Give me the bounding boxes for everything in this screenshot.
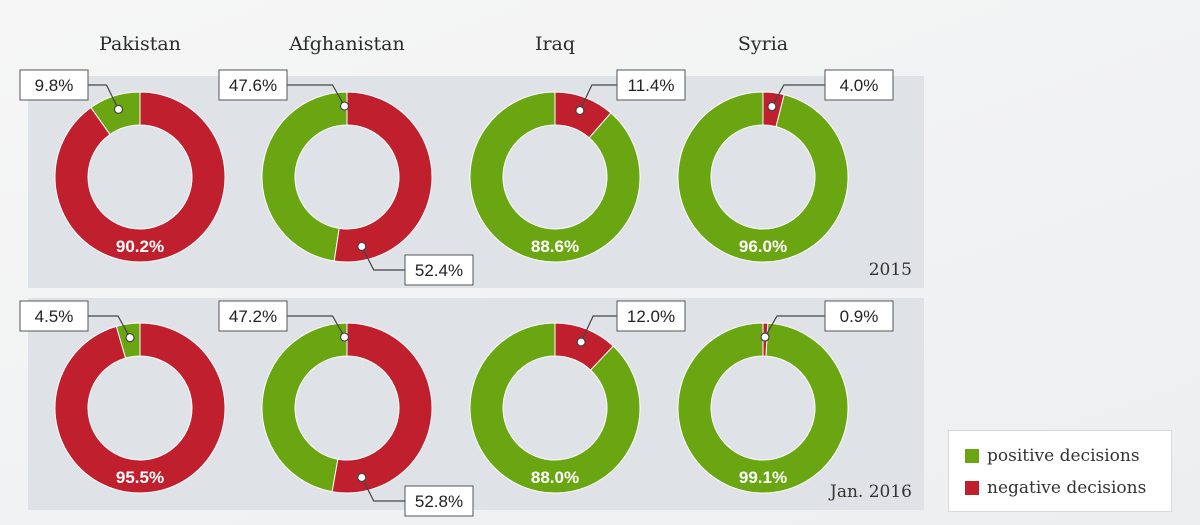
country-title-iraq: Iraq [534, 33, 576, 55]
callout-leader-negative [361, 477, 405, 502]
callout-box-positive [19, 69, 89, 101]
donut-slice-positive [469, 91, 641, 263]
callout-leader-negative [771, 84, 825, 107]
donut-slice-positive [261, 322, 348, 493]
legend: positive decisions negative decisions [948, 430, 1172, 512]
callout-dot-negative [357, 241, 367, 252]
legend-swatch-positive [965, 449, 979, 463]
callout-leader-positive [88, 84, 120, 110]
donut-slice-positive [677, 322, 849, 494]
callout-dot-negative [767, 101, 777, 112]
donut-slice-negative [554, 91, 612, 139]
callout-leader-negative [580, 315, 617, 343]
data-label-inside: 95.5% [116, 468, 164, 487]
donut-afghanistan-2015: 47.6% 52.4% [218, 69, 474, 286]
data-label-inside: 96.0% [739, 237, 787, 256]
data-label-callout-negative: 11.4% [628, 76, 675, 95]
callout-dot-positive [339, 332, 350, 342]
callout-box-negative [824, 300, 894, 332]
data-label-callout-negative: 4.0% [840, 76, 879, 95]
country-title-afghanistan: Afghanistan [289, 33, 405, 55]
country-title-syria: Syria [737, 33, 789, 55]
donut-afghanistan-jan-2016: 47.2% 52.8% [218, 300, 474, 517]
donut-slice-negative [554, 322, 614, 371]
callout-box-negative [616, 69, 686, 101]
donut-slice-positive [469, 322, 641, 494]
data-label-callout-positive: 47.2% [229, 307, 277, 326]
data-label-callout-positive: 9.8% [35, 76, 74, 95]
donut-slice-negative [54, 91, 226, 263]
callout-dot-positive [125, 333, 135, 343]
data-label-callout-negative: 52.4% [415, 261, 463, 280]
donut-slice-positive [261, 91, 348, 262]
callout-dot-negative [760, 332, 770, 342]
donut-syria-2015: 96.0% 4.0% [677, 69, 894, 263]
callout-dot-negative [575, 105, 585, 116]
callout-leader-negative [361, 246, 405, 271]
data-label-inside: 90.2% [116, 237, 164, 256]
callout-leader-positive [287, 84, 346, 107]
donut-pakistan-jan-2016: 95.5% 4.5% [19, 300, 226, 494]
data-label-callout-negative: 52.8% [415, 492, 463, 511]
data-label-callout-positive: 4.5% [35, 307, 74, 326]
callout-dot-negative [576, 337, 586, 347]
callout-box-positive [19, 300, 89, 332]
donut-slice-negative [54, 322, 226, 494]
callout-box-positive [218, 69, 288, 101]
donut-slice-negative [333, 91, 433, 263]
data-label-callout-negative: 12.0% [627, 307, 675, 326]
legend-label-positive: positive decisions [987, 446, 1140, 466]
callout-leader-negative [764, 315, 825, 338]
donut-iraq-2015: 88.6% 11.4% [469, 69, 686, 263]
callout-box-negative [616, 300, 686, 332]
data-label-inside: 88.6% [531, 237, 579, 256]
callout-box-negative [404, 254, 474, 286]
donut-slice-positive [677, 91, 849, 263]
callout-box-negative [824, 69, 894, 101]
donut-slice-negative [331, 322, 433, 494]
row-label-2015: 2015 [868, 260, 912, 280]
callout-box-positive [218, 300, 288, 332]
legend-swatch-negative [965, 481, 979, 495]
callout-dot-negative [357, 472, 367, 483]
donut-iraq-jan-2016: 88.0% 12.0% [469, 300, 686, 494]
callout-leader-negative [579, 84, 617, 111]
row-label-jan-2016: Jan. 2016 [830, 482, 912, 502]
donut-syria-jan-2016: 99.1% 0.9% [677, 300, 894, 494]
country-title-pakistan: Pakistan [99, 33, 181, 55]
donut-pakistan-2015: 90.2% 9.8% [19, 69, 226, 263]
callout-leader-positive [287, 315, 346, 338]
callout-dot-positive [339, 101, 350, 111]
legend-item-positive: positive decisions [965, 445, 1140, 467]
callout-dot-positive [113, 104, 124, 114]
callout-box-negative [404, 485, 474, 517]
legend-label-negative: negative decisions [987, 478, 1147, 498]
data-label-inside: 88.0% [531, 468, 579, 487]
legend-item-negative: negative decisions [965, 477, 1146, 499]
callout-leader-positive [88, 315, 131, 338]
data-label-callout-negative: 0.9% [840, 307, 879, 326]
data-label-callout-positive: 47.6% [229, 76, 277, 95]
data-label-inside: 99.1% [739, 468, 787, 487]
